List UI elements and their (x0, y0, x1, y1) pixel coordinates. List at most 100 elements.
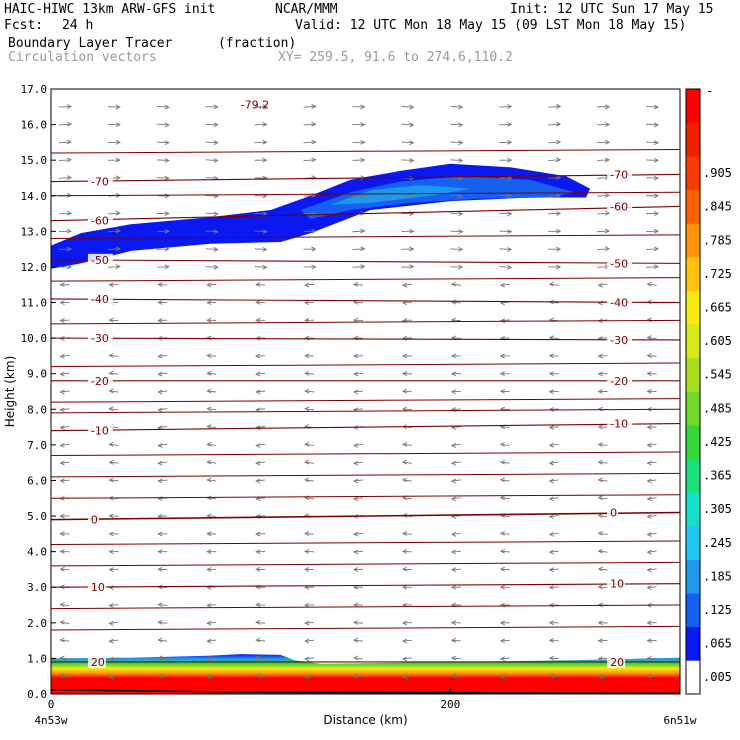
temperature-contour-0 (51, 511, 680, 521)
circulation-vector (401, 674, 412, 680)
circulation-vector (254, 247, 268, 252)
circulation-vector (548, 407, 559, 412)
circulation-vector (107, 246, 121, 252)
circulation-vector (548, 389, 559, 394)
circulation-vector (450, 122, 464, 128)
circulation-vector (548, 602, 559, 608)
circulation-vector (548, 139, 562, 145)
contour-label: 20 (610, 656, 624, 669)
circulation-vector (353, 673, 364, 679)
circulation-vector (597, 389, 608, 394)
colorbar-label: .725 (703, 267, 732, 281)
circulation-vector (59, 353, 70, 359)
circulation-vector (499, 459, 510, 465)
circulation-vector (353, 317, 364, 323)
model-title: HAIC-HIWC 13km ARW-GFS init (4, 2, 216, 17)
circulation-vector (205, 264, 219, 270)
circulation-vector (59, 460, 70, 466)
circulation-vector (353, 496, 364, 502)
circulation-vector (255, 282, 266, 287)
colorbar-swatch (686, 626, 700, 661)
contour-label: 0 (91, 514, 98, 527)
circulation-vector (206, 531, 217, 537)
circulation-vector (548, 210, 562, 216)
circulation-vector (254, 211, 268, 217)
circulation-vector (59, 389, 70, 395)
circulation-vector (646, 246, 660, 252)
colorbar-swatch (686, 559, 700, 594)
circulation-vector (499, 388, 510, 394)
circulation-vector (206, 370, 217, 376)
circulation-vector (303, 228, 317, 234)
circulation-vector (206, 300, 217, 306)
circulation-vector (157, 407, 168, 413)
contour-label: -10 (610, 418, 628, 431)
temperature-contour-m30 (51, 337, 680, 341)
circulation-vector (548, 264, 562, 270)
circulation-vector (450, 620, 461, 626)
circulation-vector (597, 584, 608, 590)
circulation-vector (157, 282, 168, 287)
colorbar-swatch (686, 458, 700, 493)
circulation-vector (255, 353, 266, 359)
circulation-vector (548, 620, 559, 626)
circulation-vector (156, 193, 170, 199)
circulation-vector (108, 620, 119, 626)
circulation-vector (304, 656, 315, 662)
circulation-vector (597, 406, 608, 412)
circulation-vector (58, 157, 72, 163)
circulation-vector (108, 638, 119, 644)
circulation-vector (499, 282, 510, 288)
circulation-vector (206, 282, 217, 288)
colorbar-swatch (686, 122, 700, 157)
y-tick-label: 6.0 (27, 474, 47, 487)
circulation-vector (597, 424, 608, 430)
circulation-vector (646, 281, 657, 287)
contour-label: -60 (610, 200, 628, 213)
circulation-vector (499, 620, 510, 626)
circulation-vector (206, 638, 217, 644)
colorbar-label: .425 (703, 435, 732, 449)
circulation-vector (548, 460, 559, 466)
circulation-vector (597, 548, 608, 554)
temperature-contour-10 (51, 583, 680, 588)
circulation-vector (646, 585, 657, 591)
boundary-layer-base (51, 686, 680, 694)
contour-label: -60 (91, 215, 109, 228)
circulation-vector (156, 140, 170, 146)
circulation-vector (353, 655, 364, 661)
circulation-vector (255, 478, 266, 484)
min-temperature-label: -79.2 (241, 99, 269, 112)
circulation-vector (597, 620, 608, 626)
circulation-vector (157, 549, 168, 554)
colorbar-swatch (686, 189, 700, 224)
circulation-vector (499, 495, 510, 501)
circulation-vector (401, 282, 412, 288)
circulation-vector (597, 228, 611, 234)
circulation-vector (59, 602, 70, 607)
circulation-vector (206, 406, 217, 412)
colorbar-label: .785 (703, 233, 732, 247)
circulation-vector (304, 388, 315, 394)
temperature-contour (51, 277, 680, 282)
circulation-vector (157, 371, 168, 377)
colorbar-swatch (686, 391, 700, 426)
circulation-vector (352, 139, 366, 145)
circulation-vector (597, 638, 608, 644)
circulation-vector (255, 620, 266, 625)
circulation-vector (548, 478, 559, 484)
circulation-vector (108, 549, 119, 555)
colorbar-top-label: - (706, 84, 713, 98)
circulation-vector (157, 602, 168, 608)
circulation-vector (156, 104, 170, 110)
temperature-contour (51, 451, 680, 457)
circulation-vector (548, 121, 562, 127)
circulation-vector (255, 299, 266, 305)
contour-label: -40 (91, 293, 109, 306)
circulation-vector (450, 104, 464, 110)
circulation-vector (255, 317, 266, 323)
circulation-vector (450, 673, 461, 679)
circulation-vector (499, 121, 513, 127)
y-tick-label: 7.0 (27, 439, 47, 452)
circulation-vector (352, 264, 366, 269)
